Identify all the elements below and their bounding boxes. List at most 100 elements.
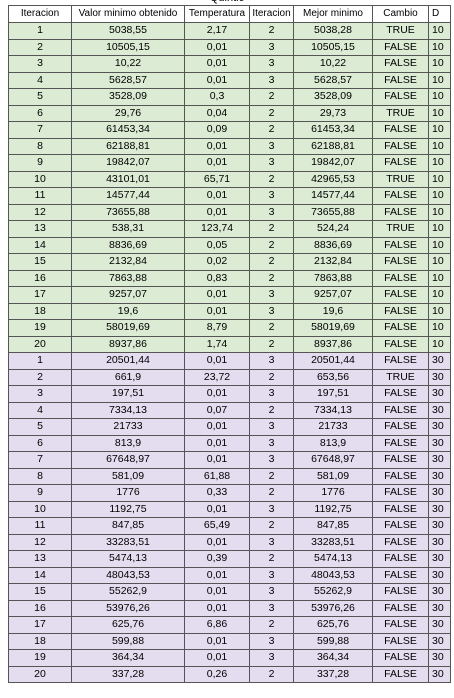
- table-row: 19 58019,69 8,79 2 58019,69 FALSE 10: [8, 319, 451, 337]
- table-row: 11 847,85 65,49 2 847,85 FALSE 30: [8, 517, 451, 535]
- cell-iteracion-2: 3: [249, 649, 294, 667]
- table-row: 12 33283,51 0,01 3 33283,51 FALSE 30: [8, 533, 451, 551]
- cell-temperatura: 0,83: [184, 269, 250, 287]
- cell-mejor-minimo: 524,24: [293, 220, 373, 238]
- cell-iteracion: 8: [8, 137, 72, 155]
- cell-temperatura: 0,39: [184, 550, 250, 568]
- cell-d: 30: [428, 550, 451, 568]
- table-row: 4 5628,57 0,01 3 5628,57 FALSE 10: [8, 71, 451, 89]
- cell-valor-minimo: 10,22: [71, 55, 185, 73]
- cell-temperatura: 0,01: [184, 71, 250, 89]
- cell-d: 10: [428, 302, 451, 320]
- cell-iteracion-2: 3: [249, 137, 294, 155]
- cell-temperatura: 0,33: [184, 484, 250, 502]
- cell-temperatura: 8,79: [184, 319, 250, 337]
- cell-iteracion: 6: [8, 434, 72, 452]
- cell-valor-minimo: 364,34: [71, 649, 185, 667]
- cell-cambio: FALSE: [372, 38, 429, 56]
- cell-d: 30: [428, 434, 451, 452]
- cell-mejor-minimo: 1776: [293, 484, 373, 502]
- table-row: 13 538,31 123,74 2 524,24 TRUE 10: [8, 220, 451, 238]
- cell-temperatura: 0,01: [184, 533, 250, 551]
- cell-d: 30: [428, 467, 451, 485]
- cell-temperatura: 0,01: [184, 500, 250, 518]
- cell-mejor-minimo: 29,73: [293, 104, 373, 122]
- cell-temperatura: 6,86: [184, 616, 250, 634]
- cell-d: 10: [428, 319, 451, 337]
- cell-temperatura: 0,01: [184, 599, 250, 617]
- cell-d: 10: [428, 170, 451, 188]
- cell-temperatura: 0,01: [184, 418, 250, 436]
- cell-valor-minimo: 9257,07: [71, 286, 185, 304]
- cell-temperatura: 0,01: [184, 203, 250, 221]
- cell-iteracion-2: 3: [249, 418, 294, 436]
- cell-iteracion-2: 2: [249, 170, 294, 188]
- cell-valor-minimo: 55262,9: [71, 583, 185, 601]
- cell-mejor-minimo: 197,51: [293, 385, 373, 403]
- cell-mejor-minimo: 5628,57: [293, 71, 373, 89]
- cell-valor-minimo: 21733: [71, 418, 185, 436]
- cell-cambio: FALSE: [372, 335, 429, 353]
- cell-cambio: FALSE: [372, 154, 429, 172]
- header-row: Iteracion Valor minimo obtenido Temperat…: [8, 5, 451, 23]
- cell-mejor-minimo: 599,88: [293, 632, 373, 650]
- cell-cambio: FALSE: [372, 71, 429, 89]
- cell-temperatura: 23,72: [184, 368, 250, 386]
- cell-mejor-minimo: 847,85: [293, 517, 373, 535]
- cell-iteracion: 8: [8, 467, 72, 485]
- cell-temperatura: 123,74: [184, 220, 250, 238]
- table-row: 4 7334,13 0,07 2 7334,13 FALSE 30: [8, 401, 451, 419]
- table-row: 5 21733 0,01 3 21733 FALSE 30: [8, 418, 451, 436]
- cell-mejor-minimo: 9257,07: [293, 286, 373, 304]
- cell-temperatura: 0,01: [184, 55, 250, 73]
- cell-iteracion-2: 3: [249, 599, 294, 617]
- cell-valor-minimo: 3528,09: [71, 88, 185, 106]
- cell-iteracion-2: 2: [249, 484, 294, 502]
- cell-cambio: FALSE: [372, 253, 429, 271]
- cell-cambio: FALSE: [372, 236, 429, 254]
- cell-iteracion-2: 3: [249, 385, 294, 403]
- cell-d: 10: [428, 187, 451, 205]
- cell-cambio: FALSE: [372, 434, 429, 452]
- cell-mejor-minimo: 55262,9: [293, 583, 373, 601]
- table-title-text: Quintic: [0, 0, 454, 4]
- table-row: 10 43101,01 65,71 2 42965,53 TRUE 10: [8, 170, 451, 188]
- cell-cambio: FALSE: [372, 286, 429, 304]
- cell-iteracion-2: 2: [249, 319, 294, 337]
- results-table: Iteracion Valor minimo obtenido Temperat…: [8, 5, 451, 683]
- cell-temperatura: 0,01: [184, 385, 250, 403]
- cell-iteracion: 2: [8, 368, 72, 386]
- cell-valor-minimo: 538,31: [71, 220, 185, 238]
- cell-iteracion: 17: [8, 616, 72, 634]
- cell-valor-minimo: 1776: [71, 484, 185, 502]
- cell-iteracion: 5: [8, 88, 72, 106]
- cell-cambio: TRUE: [372, 22, 429, 40]
- cell-valor-minimo: 53976,26: [71, 599, 185, 617]
- cell-mejor-minimo: 73655,88: [293, 203, 373, 221]
- cell-iteracion: 2: [8, 38, 72, 56]
- cell-iteracion-2: 2: [249, 236, 294, 254]
- cell-iteracion: 4: [8, 401, 72, 419]
- cell-valor-minimo: 599,88: [71, 632, 185, 650]
- cell-iteracion: 7: [8, 451, 72, 469]
- cell-mejor-minimo: 337,28: [293, 665, 373, 683]
- cell-iteracion: 13: [8, 220, 72, 238]
- table-row: 15 55262,9 0,01 3 55262,9 FALSE 30: [8, 583, 451, 601]
- cell-iteracion: 18: [8, 632, 72, 650]
- cell-mejor-minimo: 62188,81: [293, 137, 373, 155]
- table-row: 20 337,28 0,26 2 337,28 FALSE 30: [8, 665, 451, 683]
- cell-temperatura: 0,26: [184, 665, 250, 683]
- cell-iteracion: 18: [8, 302, 72, 320]
- cell-temperatura: 65,49: [184, 517, 250, 535]
- cell-cambio: FALSE: [372, 500, 429, 518]
- table-row: 14 48043,53 0,01 3 48043,53 FALSE 30: [8, 566, 451, 584]
- table-row: 18 599,88 0,01 3 599,88 FALSE 30: [8, 632, 451, 650]
- cell-mejor-minimo: 5038,28: [293, 22, 373, 40]
- table-row: 6 813,9 0,01 3 813,9 FALSE 30: [8, 434, 451, 452]
- cell-iteracion: 20: [8, 335, 72, 353]
- cell-cambio: FALSE: [372, 517, 429, 535]
- cell-iteracion: 20: [8, 665, 72, 683]
- cell-valor-minimo: 8836,69: [71, 236, 185, 254]
- cell-d: 30: [428, 418, 451, 436]
- cell-valor-minimo: 5038,55: [71, 22, 185, 40]
